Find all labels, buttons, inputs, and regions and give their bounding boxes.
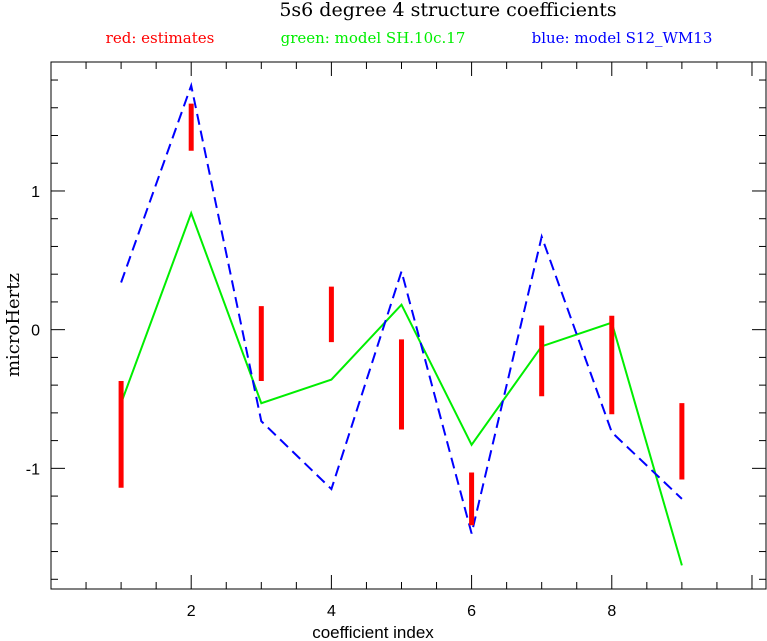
chart-title: 5s6 degree 4 structure coefficients — [279, 0, 616, 21]
series-layer — [120, 81, 683, 566]
x-tick-label: 2 — [187, 603, 196, 620]
y-tick-label: 0 — [31, 323, 40, 340]
series-model-s12-line — [120, 81, 683, 534]
tick-labels: 2 4 6 8 -1 0 1 — [26, 184, 617, 620]
axis-ticks — [51, 62, 766, 589]
plot-frame — [50, 61, 767, 590]
x-tick-label: 4 — [327, 603, 336, 620]
legend-estimates: red: estimates — [106, 29, 215, 47]
x-tick-label: 6 — [467, 603, 476, 620]
legend-model-s12: blue: model S12_WM13 — [532, 29, 713, 47]
legend-model-sh: green: model SH.10c.17 — [281, 29, 466, 47]
series-model-sh-line — [120, 210, 683, 566]
y-axis-label: microHertz — [3, 273, 24, 377]
y-tick-label: 1 — [31, 184, 40, 201]
x-axis-label: coefficient index — [312, 623, 434, 641]
x-tick-label: 8 — [607, 603, 616, 620]
y-tick-label: -1 — [26, 461, 40, 478]
estimates-layer — [118, 103, 685, 526]
